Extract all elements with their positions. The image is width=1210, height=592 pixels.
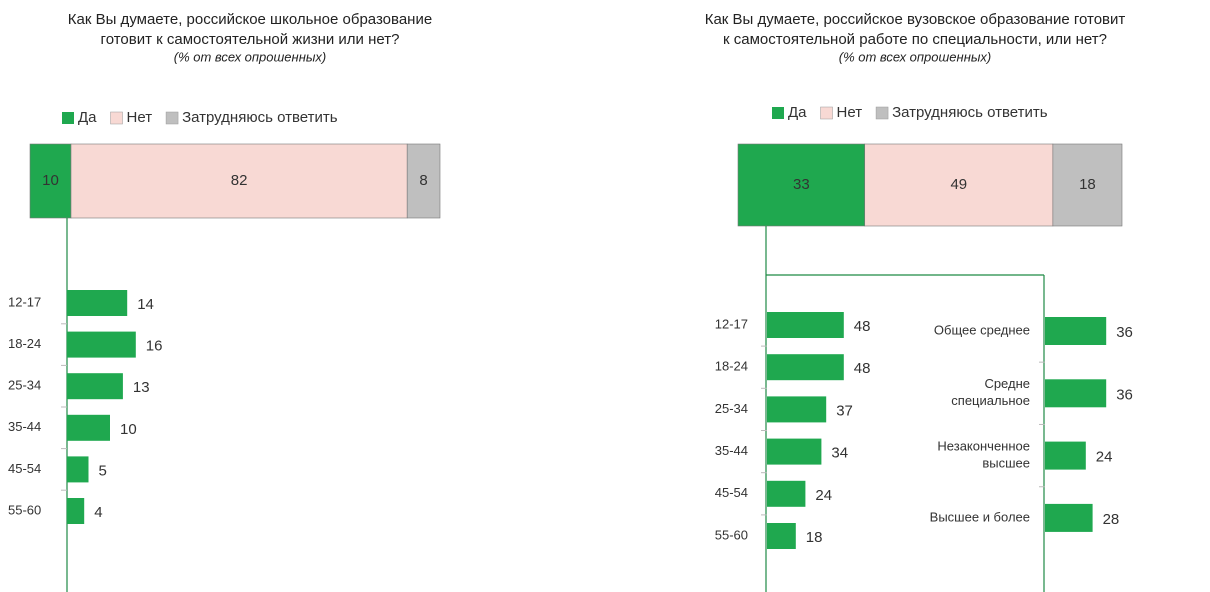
stacked-segment: [406, 143, 441, 219]
value-label: 14: [137, 296, 154, 313]
stacked-segment: [737, 143, 866, 227]
category-label: Общее среднее: [934, 322, 1030, 337]
bar: [767, 438, 822, 465]
legend-label: Нет: [837, 104, 863, 121]
legend-label: Да: [788, 104, 807, 121]
segment-label: 8: [419, 172, 427, 189]
category-label: 45-54: [8, 461, 41, 476]
bar: [67, 414, 110, 441]
segment-label: 18: [1079, 176, 1096, 193]
category-label: 35-44: [715, 443, 748, 458]
legend-label: Нет: [127, 109, 153, 126]
value-label: 34: [831, 445, 848, 462]
bar: [67, 456, 89, 483]
value-label: 24: [1096, 449, 1113, 466]
segment-label: 82: [231, 172, 248, 189]
legend-swatch: [820, 106, 833, 120]
stacked-segment: [29, 143, 72, 219]
category-label: 12-17: [8, 294, 41, 309]
legend-label: Затрудняюсь ответить: [892, 104, 1048, 121]
legend-swatch: [165, 111, 179, 125]
category-label: 25-34: [715, 401, 748, 416]
category-label: специальное: [951, 393, 1030, 408]
chart-title: Как Вы думаете, российское вузовское обр…: [705, 11, 1126, 28]
category-label: высшее: [982, 456, 1030, 471]
bar: [767, 480, 806, 507]
legend-swatch: [110, 111, 123, 125]
bar: [67, 331, 136, 358]
category-label: 55-60: [715, 527, 748, 542]
category-label: 45-54: [715, 485, 748, 500]
segment-label: 33: [793, 176, 810, 193]
bar: [1045, 441, 1086, 470]
value-label: 48: [854, 360, 871, 377]
value-label: 10: [120, 421, 137, 438]
category-label: 25-34: [8, 378, 41, 393]
category-label: Высшее и более: [930, 509, 1030, 524]
category-label: 12-17: [715, 316, 748, 331]
bar: [767, 396, 827, 423]
segment-label: 49: [950, 176, 967, 193]
value-label: 28: [1103, 511, 1120, 528]
chart-subtitle: (% от всех опрошенных): [839, 49, 992, 64]
value-label: 24: [815, 487, 832, 504]
stacked-segment: [70, 143, 408, 219]
legend-label: Затрудняюсь ответить: [182, 109, 338, 126]
value-label: 48: [854, 318, 871, 335]
bar: [767, 312, 844, 338]
value-label: 36: [1116, 324, 1133, 341]
bar: [67, 498, 85, 524]
value-label: 18: [806, 529, 823, 546]
bar: [1045, 503, 1093, 532]
chart-subtitle: (% от всех опрошенных): [174, 49, 327, 64]
bar: [767, 523, 796, 549]
category-label: Незаконченное: [937, 439, 1030, 454]
bar: [67, 373, 123, 400]
legend-swatch: [772, 107, 784, 119]
value-label: 36: [1116, 386, 1133, 403]
category-label: Средне: [984, 376, 1030, 391]
segment-label: 10: [42, 172, 59, 189]
bar: [67, 290, 128, 316]
chart-title: готовит к самостоятельной жизни или нет?: [101, 31, 400, 48]
bar: [1045, 317, 1107, 345]
value-label: 4: [94, 504, 102, 521]
legend-swatch: [62, 112, 74, 124]
chart-title: к самостоятельной работе по специальност…: [723, 31, 1107, 48]
chart-title: Как Вы думаете, российское школьное обра…: [68, 11, 432, 28]
legend-label: Да: [78, 109, 97, 126]
category-label: 18-24: [8, 336, 41, 351]
value-label: 37: [836, 402, 853, 419]
category-label: 55-60: [8, 502, 41, 517]
bar: [767, 354, 844, 381]
stacked-segment: [864, 143, 1054, 227]
legend-swatch: [875, 106, 889, 120]
value-label: 13: [133, 379, 150, 396]
value-label: 5: [99, 462, 107, 479]
stacked-segment: [1052, 143, 1123, 227]
category-label: 18-24: [715, 359, 748, 374]
bar: [1045, 379, 1107, 408]
value-label: 16: [146, 338, 163, 355]
category-label: 35-44: [8, 419, 41, 434]
